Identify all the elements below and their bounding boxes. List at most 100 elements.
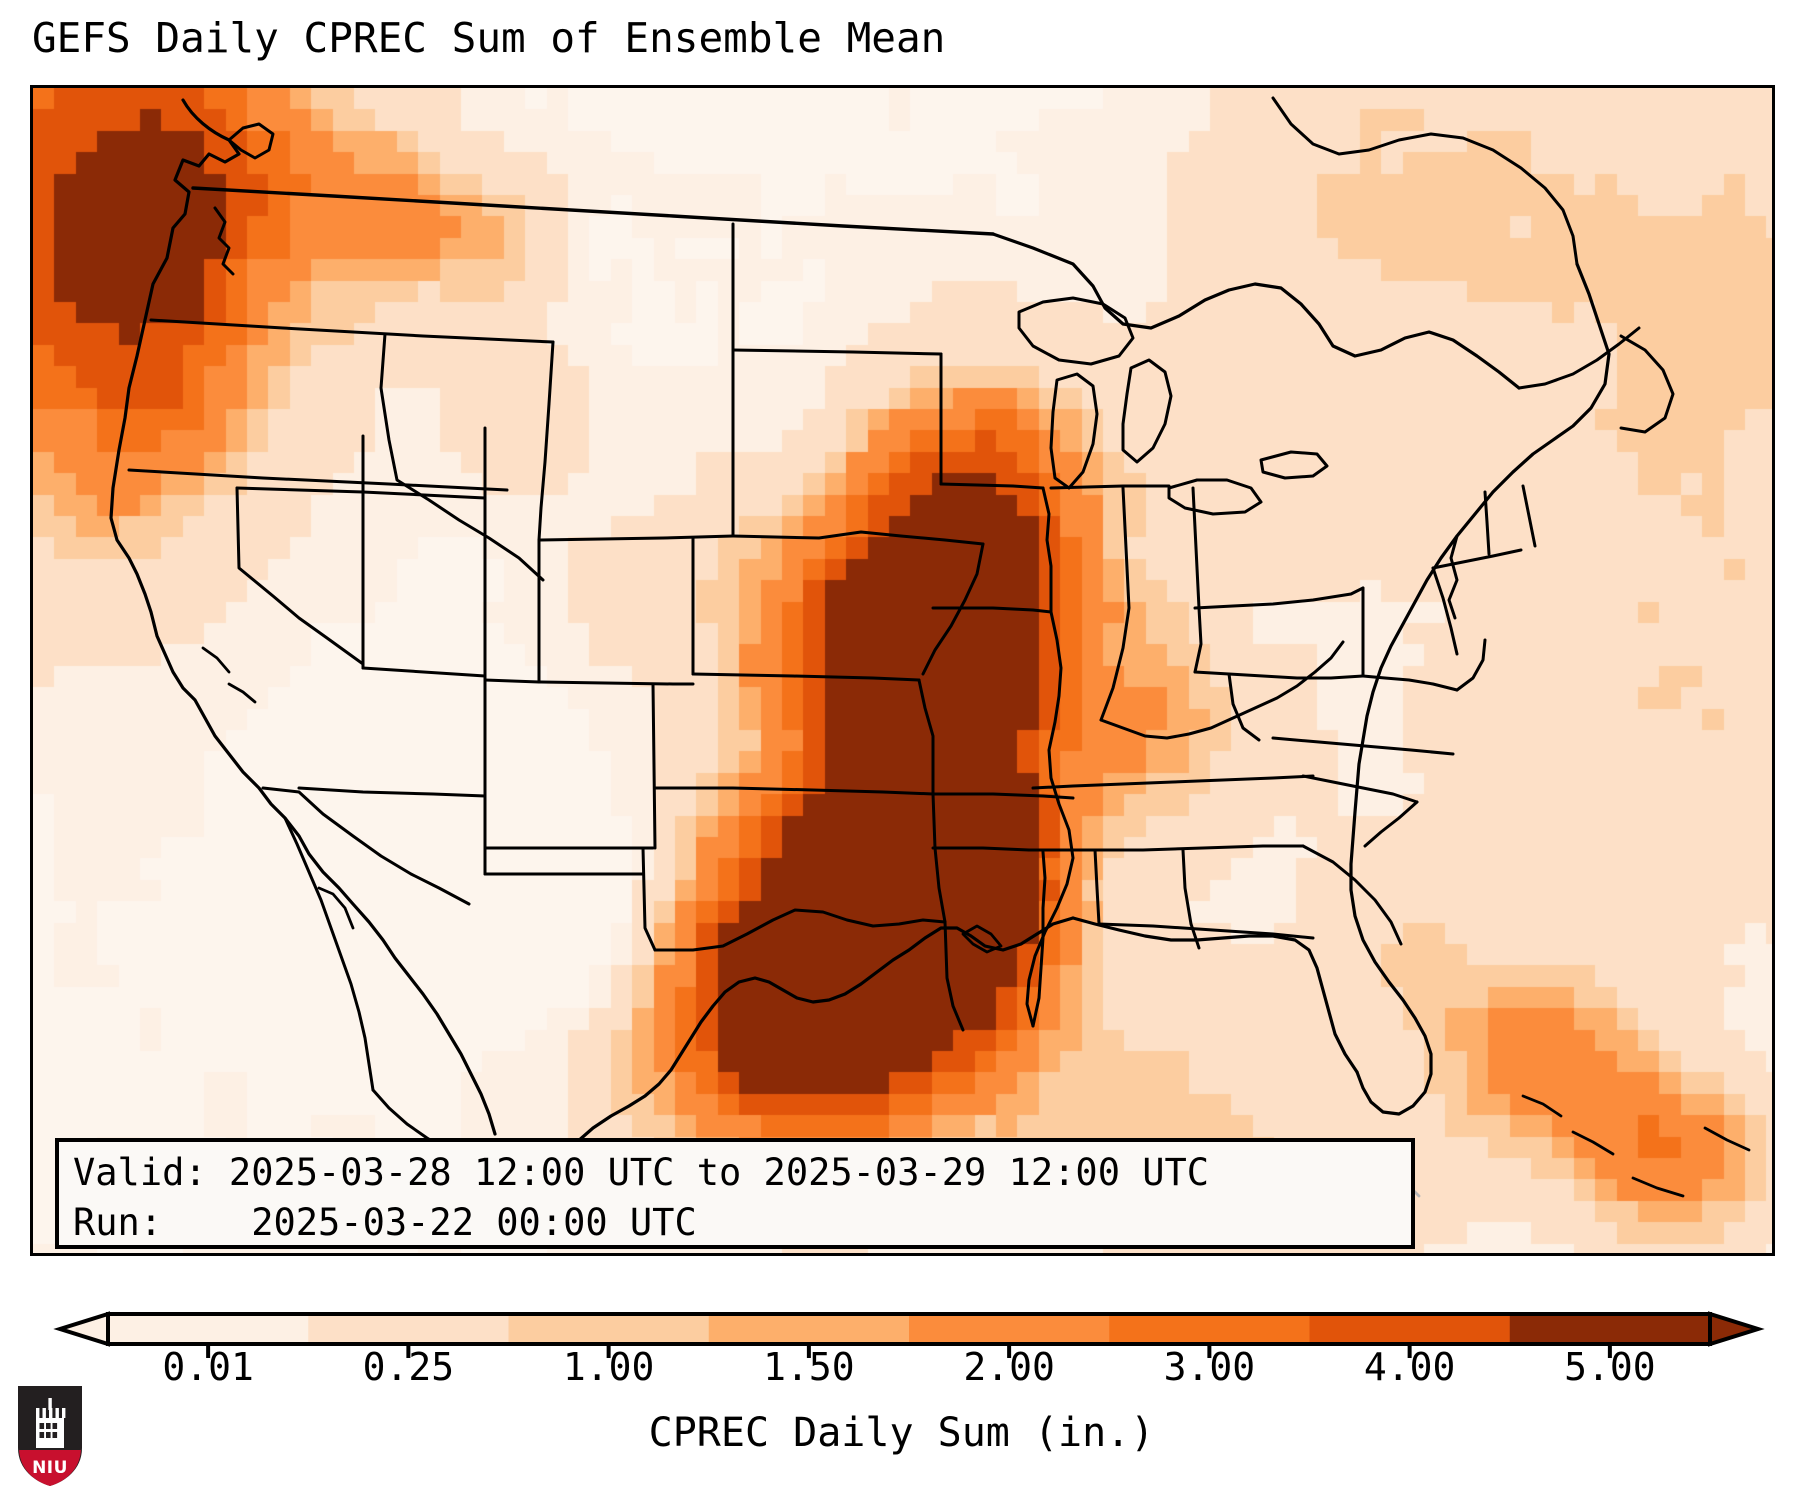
info-box: Valid: 2025-03-28 12:00 UTC to 2025-03-2… xyxy=(55,1138,1415,1249)
channel-islands-2 xyxy=(227,682,257,704)
bahamas-4 xyxy=(1703,1126,1751,1152)
puget-sound xyxy=(213,206,235,276)
logo-window-2 xyxy=(52,1423,58,1429)
border-nc-sc xyxy=(1363,800,1419,848)
colorbar-band-5 xyxy=(1109,1314,1311,1344)
logo-wordmark: NIU xyxy=(32,1458,68,1478)
border-wy-co-west xyxy=(537,538,695,686)
colorbar-band-1 xyxy=(308,1314,510,1344)
channel-islands-1 xyxy=(201,646,231,674)
border-in-oh xyxy=(1191,486,1203,674)
border-pa-south xyxy=(1193,670,1365,680)
colorbar-tick-label-0: 0.01 xyxy=(162,1345,254,1389)
lake-michigan-huron-east xyxy=(1121,358,1173,464)
west-coastline xyxy=(109,98,497,1136)
run-time-line: Run: 2025-03-22 00:00 UTC xyxy=(73,1201,697,1244)
border-va-nc xyxy=(1271,736,1455,756)
lake-ontario xyxy=(1259,450,1329,480)
colorbar-tick-label-1: 0.25 xyxy=(362,1345,455,1389)
border-tx-la xyxy=(943,920,965,1032)
border-mo-ar xyxy=(931,792,1075,800)
border-fl-north xyxy=(1097,922,1315,940)
us-canada-border-49n xyxy=(191,186,995,236)
colorbar-band-4 xyxy=(909,1314,1110,1344)
border-ky-tn xyxy=(1031,774,1315,790)
chesapeake-bay xyxy=(1447,534,1459,620)
colorbar-extend-min xyxy=(53,1311,110,1347)
border-tx-nm-east xyxy=(641,846,657,952)
border-nv-ut-north xyxy=(235,486,487,500)
border-nj xyxy=(1455,638,1487,692)
logo-crenel-0 xyxy=(36,1408,40,1418)
border-az-nm-southline xyxy=(297,786,487,798)
logo-window-1 xyxy=(46,1423,51,1429)
colorbar-band-0 xyxy=(108,1314,309,1344)
logo-crenel-4 xyxy=(62,1408,66,1418)
border-co-ks-east xyxy=(651,682,657,850)
border-il-wi xyxy=(1049,484,1171,490)
valid-time-line: Valid: 2025-03-28 12:00 UTC to 2025-03-2… xyxy=(73,1151,1210,1194)
colorbar-outline xyxy=(106,1312,1712,1346)
border-mt-wy xyxy=(537,534,735,542)
border-ne-ks xyxy=(691,672,921,682)
border-al-ga xyxy=(1181,848,1201,950)
colorbar-extend-max xyxy=(1708,1311,1765,1347)
labrador-coast xyxy=(1271,96,1579,266)
border-la-ms xyxy=(1031,850,1047,1028)
colorbar-tick-label-4: 2.00 xyxy=(963,1345,1055,1389)
colorbar-axis-label: CPREC Daily Sum (in.) xyxy=(648,1410,1155,1456)
logo-crenel-3 xyxy=(55,1408,59,1418)
border-tn-south xyxy=(1027,844,1305,852)
border-az-mexico xyxy=(261,786,471,906)
border-co-nm xyxy=(483,678,655,850)
border-mo-ks-west xyxy=(917,678,935,796)
map-panel[interactable] xyxy=(30,85,1775,1256)
bahamas-2 xyxy=(1571,1130,1615,1156)
border-nc-sc-west xyxy=(1301,774,1419,804)
border-co-wy-west xyxy=(483,678,541,684)
lake-erie xyxy=(1167,478,1263,516)
logo-window-3 xyxy=(39,1432,45,1438)
border-wv-east xyxy=(1227,672,1261,742)
logo-window-4 xyxy=(46,1432,51,1438)
border-ia-mn xyxy=(939,482,1045,490)
colorbar-band-7 xyxy=(1509,1314,1711,1344)
ohio-river xyxy=(1099,640,1345,740)
border-wa-or xyxy=(149,318,555,344)
florida-gulf-coast xyxy=(1071,916,1359,1074)
gulf-st-lawrence xyxy=(1517,326,1641,390)
colorbar-tick-label-7: 5.00 xyxy=(1564,1345,1656,1389)
border-nd-sd xyxy=(731,348,943,356)
colorbar-band-2 xyxy=(508,1314,710,1344)
border-vt-nh xyxy=(1483,490,1491,556)
border-nv-ca xyxy=(235,486,365,666)
bahamas-3 xyxy=(1631,1176,1685,1198)
border-ar-la-north xyxy=(931,846,1031,852)
precipitation-heatmap xyxy=(33,88,1772,1253)
canada-southeast-border xyxy=(991,232,1521,390)
border-nh-me xyxy=(1521,484,1537,548)
border-or-ca-nv xyxy=(127,468,509,492)
vancouver-island xyxy=(227,122,275,160)
colorbar-tick-label-2: 1.00 xyxy=(562,1345,655,1389)
page-title: GEFS Daily CPREC Sum of Ensemble Mean xyxy=(32,14,946,62)
logo-window-0 xyxy=(39,1423,45,1429)
logo-crenel-1 xyxy=(42,1408,46,1418)
colorbar-band-3 xyxy=(708,1314,910,1344)
border-ok-ar-east xyxy=(931,792,947,924)
lake-superior xyxy=(1017,296,1135,366)
colorbar-tick-labels: 0.01 0.25 1.00 1.50 2.00 3.00 4.00 5.00 xyxy=(0,1345,1803,1401)
border-id-west xyxy=(379,332,545,582)
colorbar[interactable] xyxy=(30,1300,1775,1360)
geography-overlay xyxy=(109,96,1751,1246)
border-il-in xyxy=(1099,486,1131,722)
colorbar-tick-label-6: 4.00 xyxy=(1363,1345,1456,1389)
colorbar-tick-label-3: 1.50 xyxy=(763,1345,855,1389)
border-ny-ct-ma xyxy=(1431,566,1459,656)
logo-spire xyxy=(48,1398,52,1410)
border-md-de xyxy=(1361,674,1459,692)
missouri-river-ne xyxy=(921,542,985,676)
baja-east xyxy=(283,816,375,1092)
border-ia-mo xyxy=(931,606,1053,614)
border-ga-sc xyxy=(1301,844,1403,946)
